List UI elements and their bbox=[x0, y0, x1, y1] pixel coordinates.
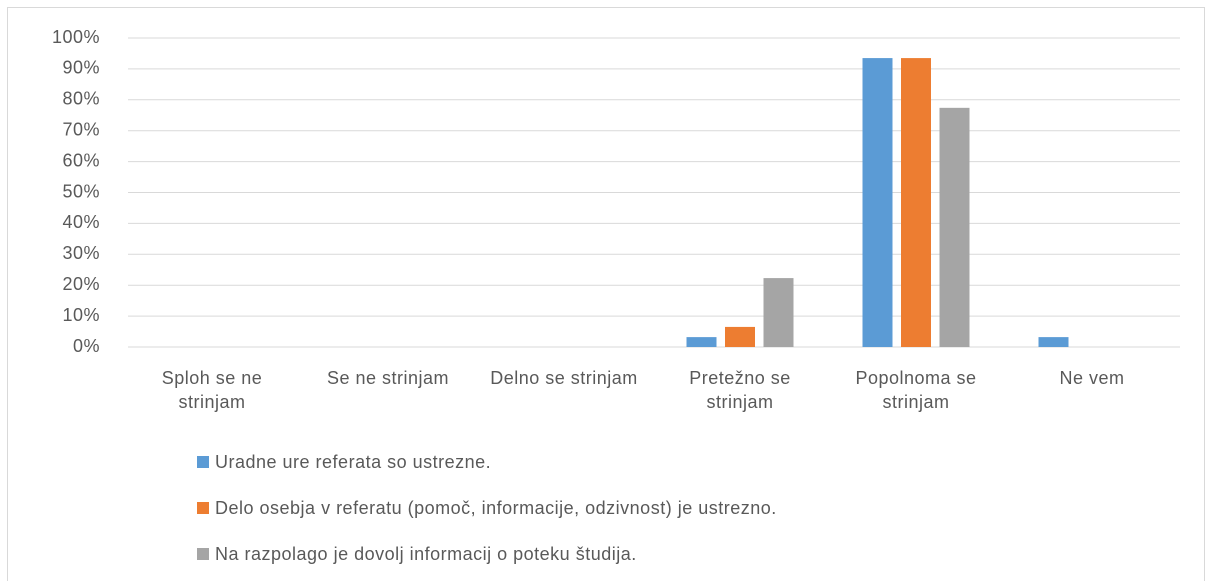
legend-swatch bbox=[197, 548, 209, 560]
x-tick-label: Pretežno se strinjam bbox=[689, 368, 791, 412]
y-tick-label: 50% bbox=[62, 181, 100, 201]
bar bbox=[763, 278, 794, 347]
legend-item: Na razpolago je dovolj informacij o pote… bbox=[197, 542, 637, 566]
y-tick-label: 100% bbox=[52, 27, 100, 47]
bar bbox=[686, 337, 717, 347]
y-tick-label: 0% bbox=[73, 336, 100, 356]
y-tick-label: 20% bbox=[62, 274, 100, 294]
legend-label: Uradne ure referata so ustrezne. bbox=[215, 451, 492, 472]
legend-item: Uradne ure referata so ustrezne. bbox=[197, 450, 491, 474]
x-tick-label: Ne vem bbox=[1059, 368, 1125, 388]
y-tick-label: 90% bbox=[62, 58, 100, 78]
legend-item: Delo osebja v referatu (pomoč, informaci… bbox=[197, 496, 777, 520]
bar bbox=[862, 58, 893, 348]
bar bbox=[901, 58, 931, 348]
y-tick-label: 80% bbox=[62, 89, 100, 109]
legend-swatch bbox=[197, 502, 209, 514]
bar bbox=[939, 107, 970, 347]
y-tick-label: 10% bbox=[62, 305, 100, 325]
legend-label: Na razpolago je dovolj informacij o pote… bbox=[215, 543, 637, 564]
x-tick-label: Sploh se ne strinjam bbox=[161, 368, 263, 412]
x-tick-label: Delno se strinjam bbox=[490, 368, 638, 388]
chart-border bbox=[7, 7, 1205, 581]
bar bbox=[725, 326, 755, 347]
legend-label: Delo osebja v referatu (pomoč, informaci… bbox=[215, 497, 777, 518]
y-tick-label: 40% bbox=[62, 212, 100, 232]
bar bbox=[1038, 337, 1069, 347]
y-tick-label: 30% bbox=[62, 243, 100, 263]
x-tick-label: Se ne strinjam bbox=[326, 368, 450, 388]
y-tick-label: 70% bbox=[62, 119, 100, 139]
legend-swatch bbox=[197, 456, 209, 468]
y-tick-label: 60% bbox=[62, 150, 100, 170]
x-tick-label: Popolnoma se strinjam bbox=[855, 368, 977, 412]
